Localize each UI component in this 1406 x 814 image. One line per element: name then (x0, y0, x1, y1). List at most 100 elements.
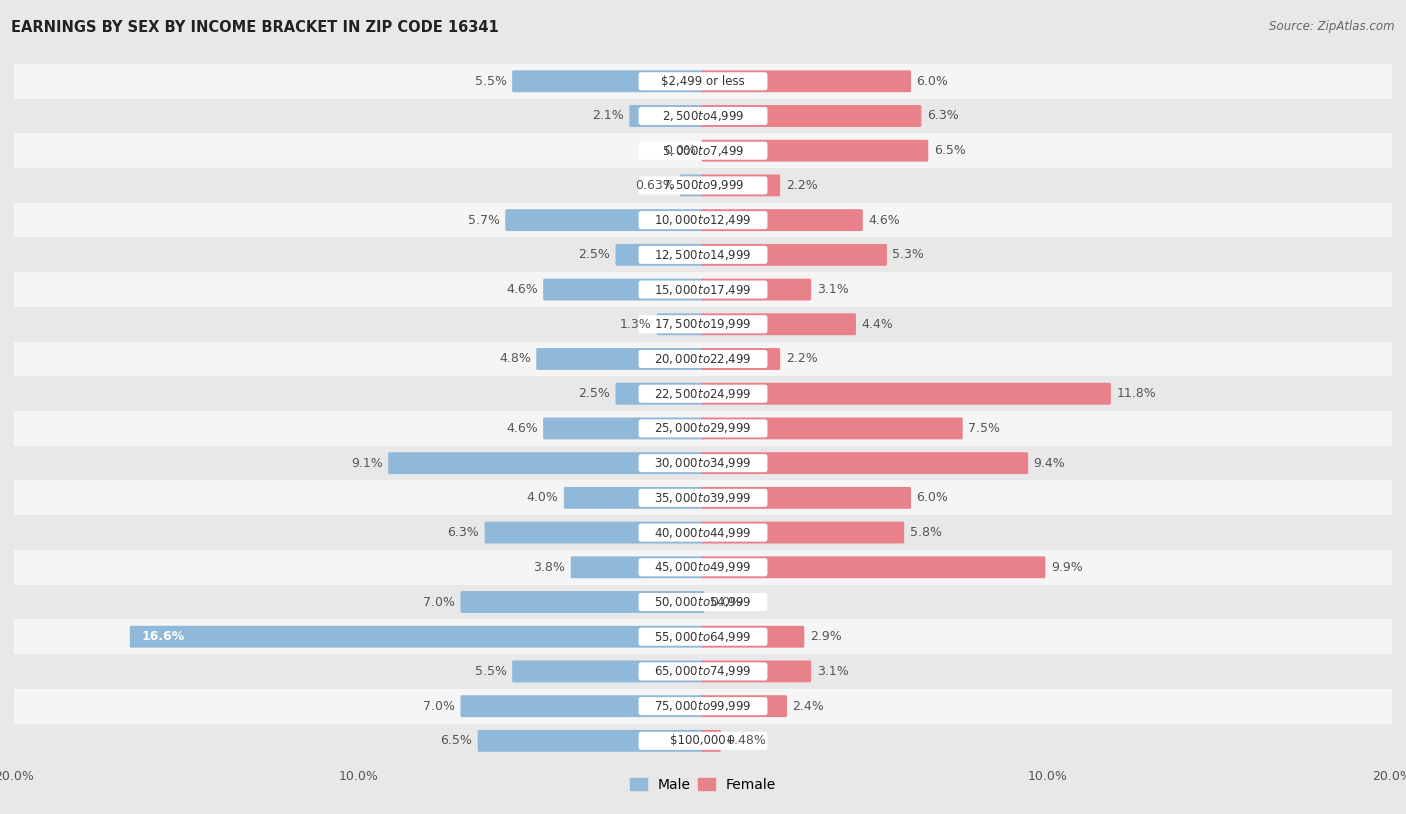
Text: 4.0%: 4.0% (526, 492, 558, 505)
FancyBboxPatch shape (702, 278, 811, 300)
FancyBboxPatch shape (638, 489, 768, 507)
FancyBboxPatch shape (543, 278, 704, 300)
FancyBboxPatch shape (564, 487, 704, 509)
FancyBboxPatch shape (14, 654, 1392, 689)
FancyBboxPatch shape (630, 105, 704, 127)
FancyBboxPatch shape (485, 522, 704, 544)
Text: $40,000 to $44,999: $40,000 to $44,999 (654, 526, 752, 540)
FancyBboxPatch shape (638, 142, 768, 160)
FancyBboxPatch shape (14, 98, 1392, 133)
FancyBboxPatch shape (14, 272, 1392, 307)
Text: 2.1%: 2.1% (592, 110, 624, 122)
Text: $17,500 to $19,999: $17,500 to $19,999 (654, 317, 752, 331)
Text: 7.0%: 7.0% (423, 700, 456, 712)
Text: 7.5%: 7.5% (969, 422, 1000, 435)
Text: 6.5%: 6.5% (934, 144, 966, 157)
Text: 4.4%: 4.4% (862, 317, 893, 330)
Legend: Male, Female: Male, Female (624, 772, 782, 797)
Text: 4.6%: 4.6% (506, 283, 537, 296)
Text: $22,500 to $24,999: $22,500 to $24,999 (654, 387, 752, 400)
FancyBboxPatch shape (14, 133, 1392, 168)
Text: Source: ZipAtlas.com: Source: ZipAtlas.com (1270, 20, 1395, 33)
Text: 3.8%: 3.8% (533, 561, 565, 574)
Text: $2,500 to $4,999: $2,500 to $4,999 (662, 109, 744, 123)
FancyBboxPatch shape (702, 70, 911, 92)
Text: $25,000 to $29,999: $25,000 to $29,999 (654, 422, 752, 435)
Text: 6.5%: 6.5% (440, 734, 472, 747)
Text: 9.1%: 9.1% (352, 457, 382, 470)
FancyBboxPatch shape (14, 203, 1392, 238)
FancyBboxPatch shape (702, 244, 887, 266)
Text: 0.48%: 0.48% (727, 734, 766, 747)
FancyBboxPatch shape (14, 238, 1392, 272)
FancyBboxPatch shape (638, 72, 768, 90)
Text: $50,000 to $54,999: $50,000 to $54,999 (654, 595, 752, 609)
Text: $10,000 to $12,499: $10,000 to $12,499 (654, 213, 752, 227)
FancyBboxPatch shape (702, 209, 863, 231)
FancyBboxPatch shape (14, 724, 1392, 758)
FancyBboxPatch shape (702, 487, 911, 509)
FancyBboxPatch shape (638, 628, 768, 646)
Text: 6.3%: 6.3% (447, 526, 479, 539)
Text: $100,000+: $100,000+ (671, 734, 735, 747)
FancyBboxPatch shape (14, 550, 1392, 584)
FancyBboxPatch shape (461, 695, 704, 717)
FancyBboxPatch shape (571, 556, 704, 578)
FancyBboxPatch shape (638, 246, 768, 264)
FancyBboxPatch shape (14, 515, 1392, 550)
Text: 5.5%: 5.5% (475, 665, 506, 678)
Text: 0.63%: 0.63% (634, 179, 675, 192)
FancyBboxPatch shape (681, 174, 704, 196)
FancyBboxPatch shape (702, 522, 904, 544)
Text: $30,000 to $34,999: $30,000 to $34,999 (654, 456, 752, 470)
FancyBboxPatch shape (616, 383, 704, 405)
FancyBboxPatch shape (702, 105, 921, 127)
FancyBboxPatch shape (536, 348, 704, 370)
Text: $2,499 or less: $2,499 or less (661, 75, 745, 88)
FancyBboxPatch shape (702, 626, 804, 648)
FancyBboxPatch shape (638, 697, 768, 716)
FancyBboxPatch shape (702, 140, 928, 162)
Text: 3.1%: 3.1% (817, 283, 848, 296)
FancyBboxPatch shape (616, 244, 704, 266)
FancyBboxPatch shape (14, 307, 1392, 342)
FancyBboxPatch shape (14, 689, 1392, 724)
Text: $55,000 to $64,999: $55,000 to $64,999 (654, 630, 752, 644)
FancyBboxPatch shape (14, 584, 1392, 619)
Text: 6.0%: 6.0% (917, 75, 949, 88)
Text: 7.0%: 7.0% (423, 596, 456, 609)
FancyBboxPatch shape (14, 446, 1392, 480)
FancyBboxPatch shape (638, 558, 768, 576)
Text: 2.4%: 2.4% (793, 700, 824, 712)
FancyBboxPatch shape (638, 419, 768, 437)
FancyBboxPatch shape (702, 348, 780, 370)
FancyBboxPatch shape (461, 591, 704, 613)
FancyBboxPatch shape (638, 385, 768, 403)
Text: 9.9%: 9.9% (1050, 561, 1083, 574)
FancyBboxPatch shape (388, 453, 704, 474)
FancyBboxPatch shape (702, 730, 721, 752)
Text: 2.2%: 2.2% (786, 179, 817, 192)
Text: $35,000 to $39,999: $35,000 to $39,999 (654, 491, 752, 505)
FancyBboxPatch shape (14, 168, 1392, 203)
Text: $5,000 to $7,499: $5,000 to $7,499 (662, 144, 744, 158)
FancyBboxPatch shape (702, 418, 963, 440)
Text: 11.8%: 11.8% (1116, 387, 1156, 400)
FancyBboxPatch shape (512, 70, 704, 92)
FancyBboxPatch shape (14, 376, 1392, 411)
FancyBboxPatch shape (638, 663, 768, 681)
FancyBboxPatch shape (512, 660, 704, 682)
Text: $7,500 to $9,999: $7,500 to $9,999 (662, 178, 744, 192)
Text: 6.3%: 6.3% (927, 110, 959, 122)
Text: 0.0%: 0.0% (710, 596, 742, 609)
Text: $12,500 to $14,999: $12,500 to $14,999 (654, 247, 752, 262)
Text: $75,000 to $99,999: $75,000 to $99,999 (654, 699, 752, 713)
Text: 0.0%: 0.0% (664, 144, 696, 157)
FancyBboxPatch shape (638, 281, 768, 299)
Text: 2.5%: 2.5% (578, 248, 610, 261)
Text: 1.3%: 1.3% (620, 317, 651, 330)
FancyBboxPatch shape (702, 313, 856, 335)
FancyBboxPatch shape (702, 383, 1111, 405)
Text: $15,000 to $17,499: $15,000 to $17,499 (654, 282, 752, 296)
Text: 3.1%: 3.1% (817, 665, 848, 678)
